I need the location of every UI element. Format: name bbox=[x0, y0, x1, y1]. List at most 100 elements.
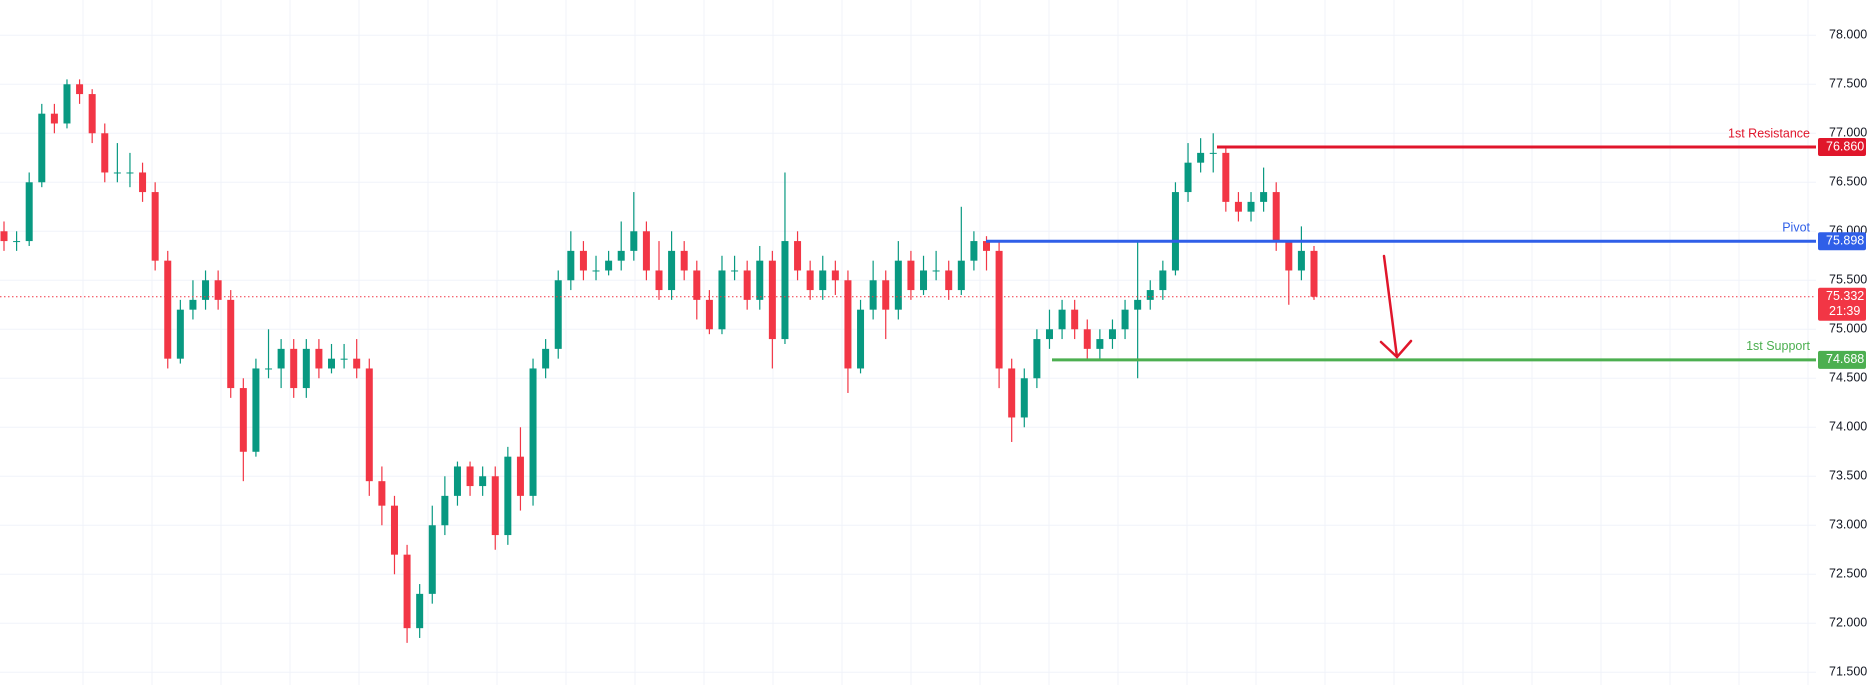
candle-body bbox=[781, 241, 789, 340]
candle-body bbox=[1146, 290, 1154, 300]
candle-body bbox=[1310, 250, 1318, 297]
candle-body bbox=[718, 270, 726, 330]
candle-body bbox=[768, 260, 776, 340]
candle-body bbox=[957, 260, 965, 291]
candle-body bbox=[50, 113, 58, 124]
candle-body bbox=[894, 260, 902, 310]
candle-body bbox=[1045, 329, 1053, 340]
candle-body bbox=[164, 260, 172, 359]
candle-body bbox=[479, 476, 487, 487]
candle-body bbox=[844, 280, 852, 369]
candle-body bbox=[1297, 250, 1305, 271]
level-tag bbox=[1818, 350, 1866, 369]
candle-body bbox=[113, 172, 121, 174]
candle-body bbox=[38, 113, 46, 183]
candle-body bbox=[491, 476, 499, 536]
candle-body bbox=[466, 466, 474, 487]
candle-body bbox=[290, 348, 298, 389]
candle-body bbox=[277, 348, 285, 369]
candle-body bbox=[1134, 299, 1142, 310]
candle-body bbox=[1222, 152, 1230, 202]
candle-body bbox=[202, 280, 210, 300]
candle-body bbox=[63, 84, 71, 124]
candle-body bbox=[340, 358, 348, 360]
candle-body bbox=[869, 280, 877, 310]
candle-body bbox=[365, 368, 373, 482]
candle-body bbox=[970, 241, 978, 261]
y-tick-label: 77.000 bbox=[1829, 126, 1867, 140]
y-tick-label: 75.500 bbox=[1829, 273, 1867, 287]
candle-body bbox=[1020, 378, 1028, 418]
candle-body bbox=[920, 270, 928, 291]
candle-body bbox=[1083, 329, 1091, 349]
candle-body bbox=[1008, 368, 1016, 418]
candle-body bbox=[705, 299, 713, 330]
last-price-tag bbox=[1818, 287, 1866, 321]
candle-body bbox=[1285, 241, 1293, 271]
candle-body bbox=[743, 270, 751, 300]
candle-body bbox=[453, 466, 461, 496]
y-tick-label: 73.000 bbox=[1829, 518, 1867, 532]
y-tick-label: 72.500 bbox=[1829, 567, 1867, 581]
candle-body bbox=[668, 250, 676, 291]
candle-body bbox=[189, 299, 197, 310]
candle-body bbox=[101, 133, 109, 173]
candle-body bbox=[693, 270, 701, 300]
candle-body bbox=[1033, 339, 1041, 379]
candle-body bbox=[0, 231, 8, 242]
candle-body bbox=[353, 358, 361, 369]
y-tick-label: 73.500 bbox=[1829, 469, 1867, 483]
candle-body bbox=[1071, 309, 1079, 330]
y-tick-label: 76.500 bbox=[1829, 175, 1867, 189]
candle-body bbox=[25, 182, 33, 242]
candle-body bbox=[932, 270, 940, 272]
y-tick-label: 72.000 bbox=[1829, 616, 1867, 630]
candle-body bbox=[882, 280, 890, 310]
candle-body bbox=[680, 250, 688, 271]
candle-body bbox=[88, 94, 96, 134]
candle-body bbox=[441, 495, 449, 526]
candle-body bbox=[1247, 201, 1255, 212]
y-tick-label: 78.000 bbox=[1829, 28, 1867, 42]
level-name: Pivot bbox=[1782, 221, 1810, 235]
candle-body bbox=[630, 231, 638, 251]
candle-body bbox=[265, 368, 273, 370]
candle-body bbox=[542, 348, 550, 369]
candle-body bbox=[945, 270, 953, 291]
price-axis: 71.500 72.000 72.500 73.000 73.500 74.000 74.5… bbox=[1818, 28, 1867, 679]
candle-body bbox=[151, 192, 159, 261]
candle-body bbox=[1058, 309, 1066, 330]
candle-body bbox=[13, 241, 21, 243]
candle-body bbox=[378, 481, 386, 506]
level-price-label: 74.688 bbox=[1826, 352, 1864, 366]
candle-body bbox=[554, 280, 562, 349]
level-price-label: 75.898 bbox=[1826, 234, 1864, 248]
level-name: 1st Resistance bbox=[1728, 126, 1810, 140]
candle-body bbox=[731, 270, 739, 272]
candle-body bbox=[1209, 152, 1217, 154]
candle-body bbox=[328, 358, 335, 369]
candle-body bbox=[1108, 329, 1116, 340]
candle-body bbox=[605, 260, 613, 271]
candle-body bbox=[239, 388, 247, 452]
candle-body bbox=[655, 270, 663, 291]
candle-body bbox=[1121, 309, 1129, 330]
level-price-label: 76.860 bbox=[1826, 139, 1864, 153]
candle-body bbox=[315, 348, 323, 369]
candle-body bbox=[529, 368, 537, 496]
candle-body bbox=[1171, 192, 1179, 271]
candle-body bbox=[516, 456, 524, 496]
candle-body bbox=[1159, 270, 1167, 291]
candle-body bbox=[428, 525, 436, 594]
candle-body bbox=[983, 241, 990, 251]
candle-body bbox=[831, 270, 839, 281]
candle-body bbox=[592, 270, 600, 272]
candle-body bbox=[995, 250, 1003, 369]
candle-body bbox=[416, 593, 424, 629]
level-tag bbox=[1818, 137, 1866, 156]
candle-body bbox=[227, 299, 235, 389]
level-name: 1st Support bbox=[1746, 339, 1810, 353]
candle-body bbox=[504, 456, 512, 536]
candle-body bbox=[567, 250, 575, 281]
